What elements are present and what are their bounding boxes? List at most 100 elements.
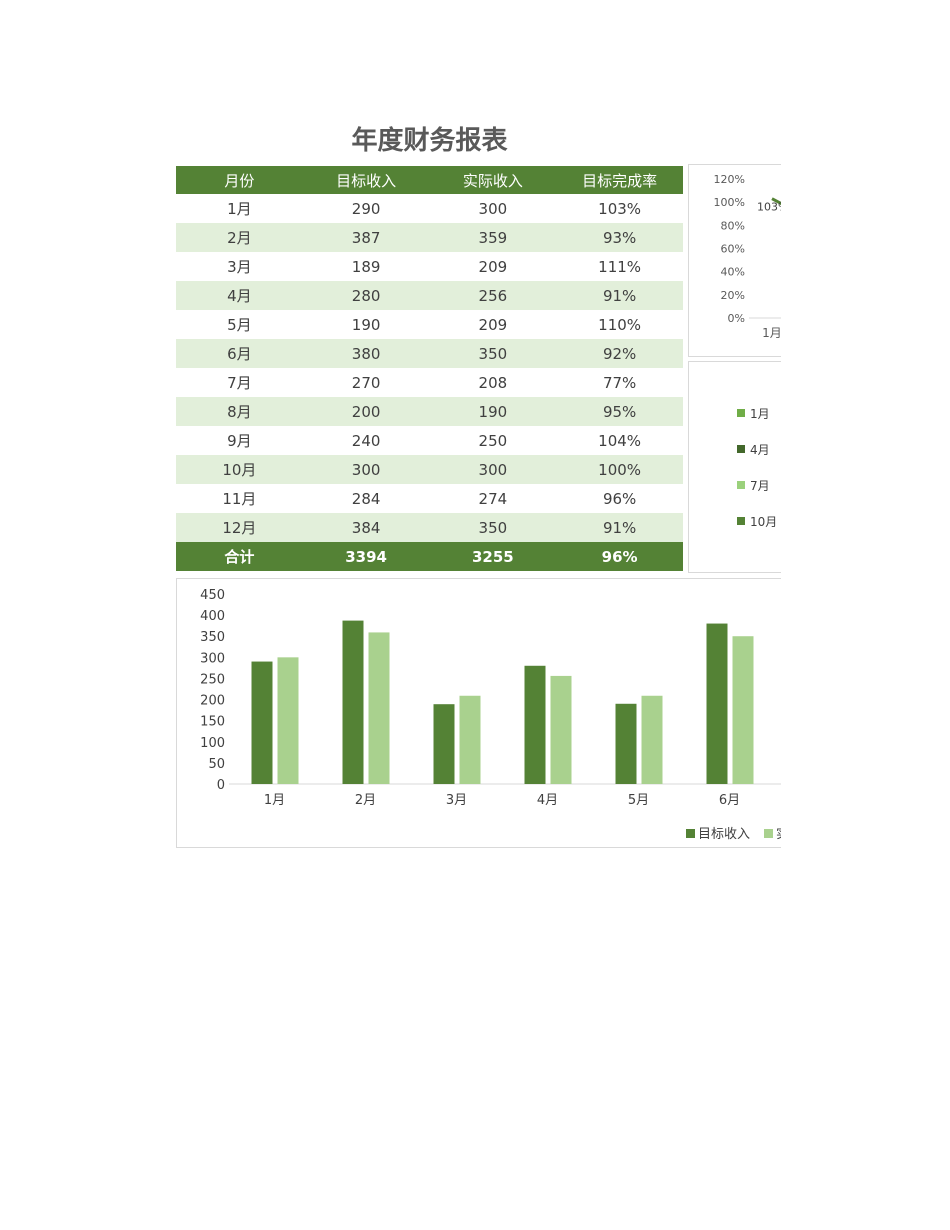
table-row: 12月 384 350 91% [176,513,683,542]
bar-actual [641,695,663,784]
table-cell: 190 [429,397,557,426]
table-row: 9月 240 250 104% [176,426,683,455]
table-cell: 280 [302,281,430,310]
table-header-row: 月份 目标收入 实际收入 目标完成率 [176,166,683,194]
data-label: 103% [757,201,781,214]
rate-line-segment [771,197,781,206]
legend-label: 1月 [750,407,770,421]
legend-swatch [737,445,745,453]
table-total-row: 合计 3394 3255 96% [176,542,683,571]
table-cell: 92% [556,339,683,368]
y-tick-label: 20% [721,289,745,302]
table-cell: 100% [556,455,683,484]
bar-actual [277,657,299,784]
y-tick-label: 350 [200,630,225,645]
table-row: 3月 189 209 111% [176,252,683,281]
y-tick-label: 60% [721,243,745,256]
table-row: 10月 300 300 100% [176,455,683,484]
x-tick-label: 4月 [537,793,558,808]
legend-label: 目标收入 [698,827,750,842]
table-cell: 103% [598,199,642,218]
x-tick-label: 3月 [446,793,467,808]
table-cell: 91% [556,281,683,310]
table-cell: 1月 [227,200,252,218]
table-cell: 200 [302,397,430,426]
table-cell: 95% [556,397,683,426]
table-row: 2月 387 359 93% [176,223,683,252]
table-cell: 4月 [176,281,303,310]
bar-actual [459,695,481,784]
finance-table: 月份 目标收入 实际收入 目标完成率 1月 290 300 103% 2月 387 359 93% 3… [176,166,683,571]
table-row: 11月 284 274 96% [176,484,683,513]
table-row: 1月 290 300 103% [176,194,683,223]
bar-target [524,665,546,784]
y-tick-label: 200 [200,694,225,709]
bar-actual [368,632,390,784]
legend-swatch [737,481,745,489]
table-cell: 240 [351,431,381,450]
table-cell: 9月 [227,432,252,450]
y-tick-label: 40% [721,266,745,279]
y-tick-label: 100 [200,736,225,751]
table-cell: 290 [351,199,381,218]
y-tick-label: 250 [200,672,225,687]
rate-line-chart[interactable]: 120% 100% 80% 60% 40% 20% 0% 1月 103% [688,164,781,357]
bar-target [706,623,728,784]
y-tick-label: 50 [208,757,225,772]
total-cell: 3394 [302,542,430,571]
table-cell: 7月 [227,374,252,392]
table-cell: 384 [302,513,430,542]
income-bar-chart-svg: 450 400 350 300 250 200 150 100 50 0 1月 2月 3月 4月 5月 6月目… [200,588,781,842]
table-cell: 8月 [176,397,303,426]
bar-target [615,703,637,784]
table-row: 5月 190 209 110% [176,310,683,339]
bar-target [433,704,455,784]
table-cell: 250 [478,431,508,450]
table-cell: 380 [302,339,430,368]
table-cell: 110% [598,315,642,334]
table-cell: 350 [429,339,557,368]
legend-swatch [737,409,745,417]
y-tick-label: 400 [200,609,225,624]
rate-line-chart-svg: 120% 100% 80% 60% 40% 20% 0% 1月 103% [714,173,781,340]
y-tick-label: 150 [200,715,225,730]
y-tick-label: 80% [721,219,745,232]
table-cell: 12月 [176,513,303,542]
column-header: 实际收入 [429,166,557,194]
x-tick-label: 6月 [719,793,740,808]
table-cell: 359 [429,223,557,252]
y-tick-label: 450 [200,588,225,603]
x-tick-label: 2月 [355,793,376,808]
legend-label: 10月 [750,515,777,529]
table-cell: 3月 [227,258,252,276]
table-cell: 104% [598,431,642,450]
pie-chart[interactable]: 1月 4月 7月 10月 [688,361,781,573]
column-header: 月份 [176,166,303,194]
table-cell: 2月 [176,223,303,252]
table-cell: 10月 [176,455,303,484]
table-cell: 284 [351,489,381,508]
table-cell: 208 [478,373,508,392]
table-cell: 209 [478,315,508,334]
table-cell: 274 [478,489,508,508]
column-header: 目标收入 [302,166,430,194]
y-tick-label: 0% [728,312,745,325]
table-row: 6月 380 350 92% [176,339,683,368]
legend-swatch [764,829,773,838]
bar-actual [550,675,572,784]
table-cell: 190 [351,315,381,334]
x-tick-label: 1月 [762,326,781,340]
legend-swatch [737,517,745,525]
table-row: 8月 200 190 95% [176,397,683,426]
bar-target [342,620,364,784]
table-row: 7月 270 208 77% [176,368,683,397]
income-bar-chart[interactable]: 450 400 350 300 250 200 150 100 50 0 1月 2月 3月 4月 5月 6月目… [176,578,781,848]
table-cell: 300 [302,455,430,484]
table-cell: 270 [351,373,381,392]
legend-swatch [686,829,695,838]
table-cell: 91% [556,513,683,542]
table-cell: 189 [351,257,381,276]
y-tick-label: 0 [217,778,225,793]
sheet-viewport: 年度财务报表 月份 目标收入 实际收入 目标完成率 1月 290 300 103% 2月 387… [176,126,781,848]
